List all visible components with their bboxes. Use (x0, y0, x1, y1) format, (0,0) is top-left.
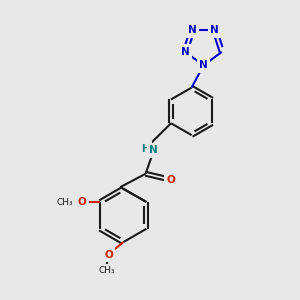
Text: CH₃: CH₃ (57, 197, 74, 206)
Text: N: N (188, 25, 197, 35)
Text: O: O (104, 250, 113, 260)
Text: O: O (77, 197, 86, 207)
Text: N: N (211, 25, 219, 35)
Text: O: O (167, 175, 175, 185)
Text: H: H (142, 143, 150, 154)
Text: CH₃: CH₃ (99, 266, 115, 275)
Text: N: N (149, 145, 158, 155)
Text: N: N (199, 60, 208, 70)
Text: N: N (181, 47, 190, 57)
